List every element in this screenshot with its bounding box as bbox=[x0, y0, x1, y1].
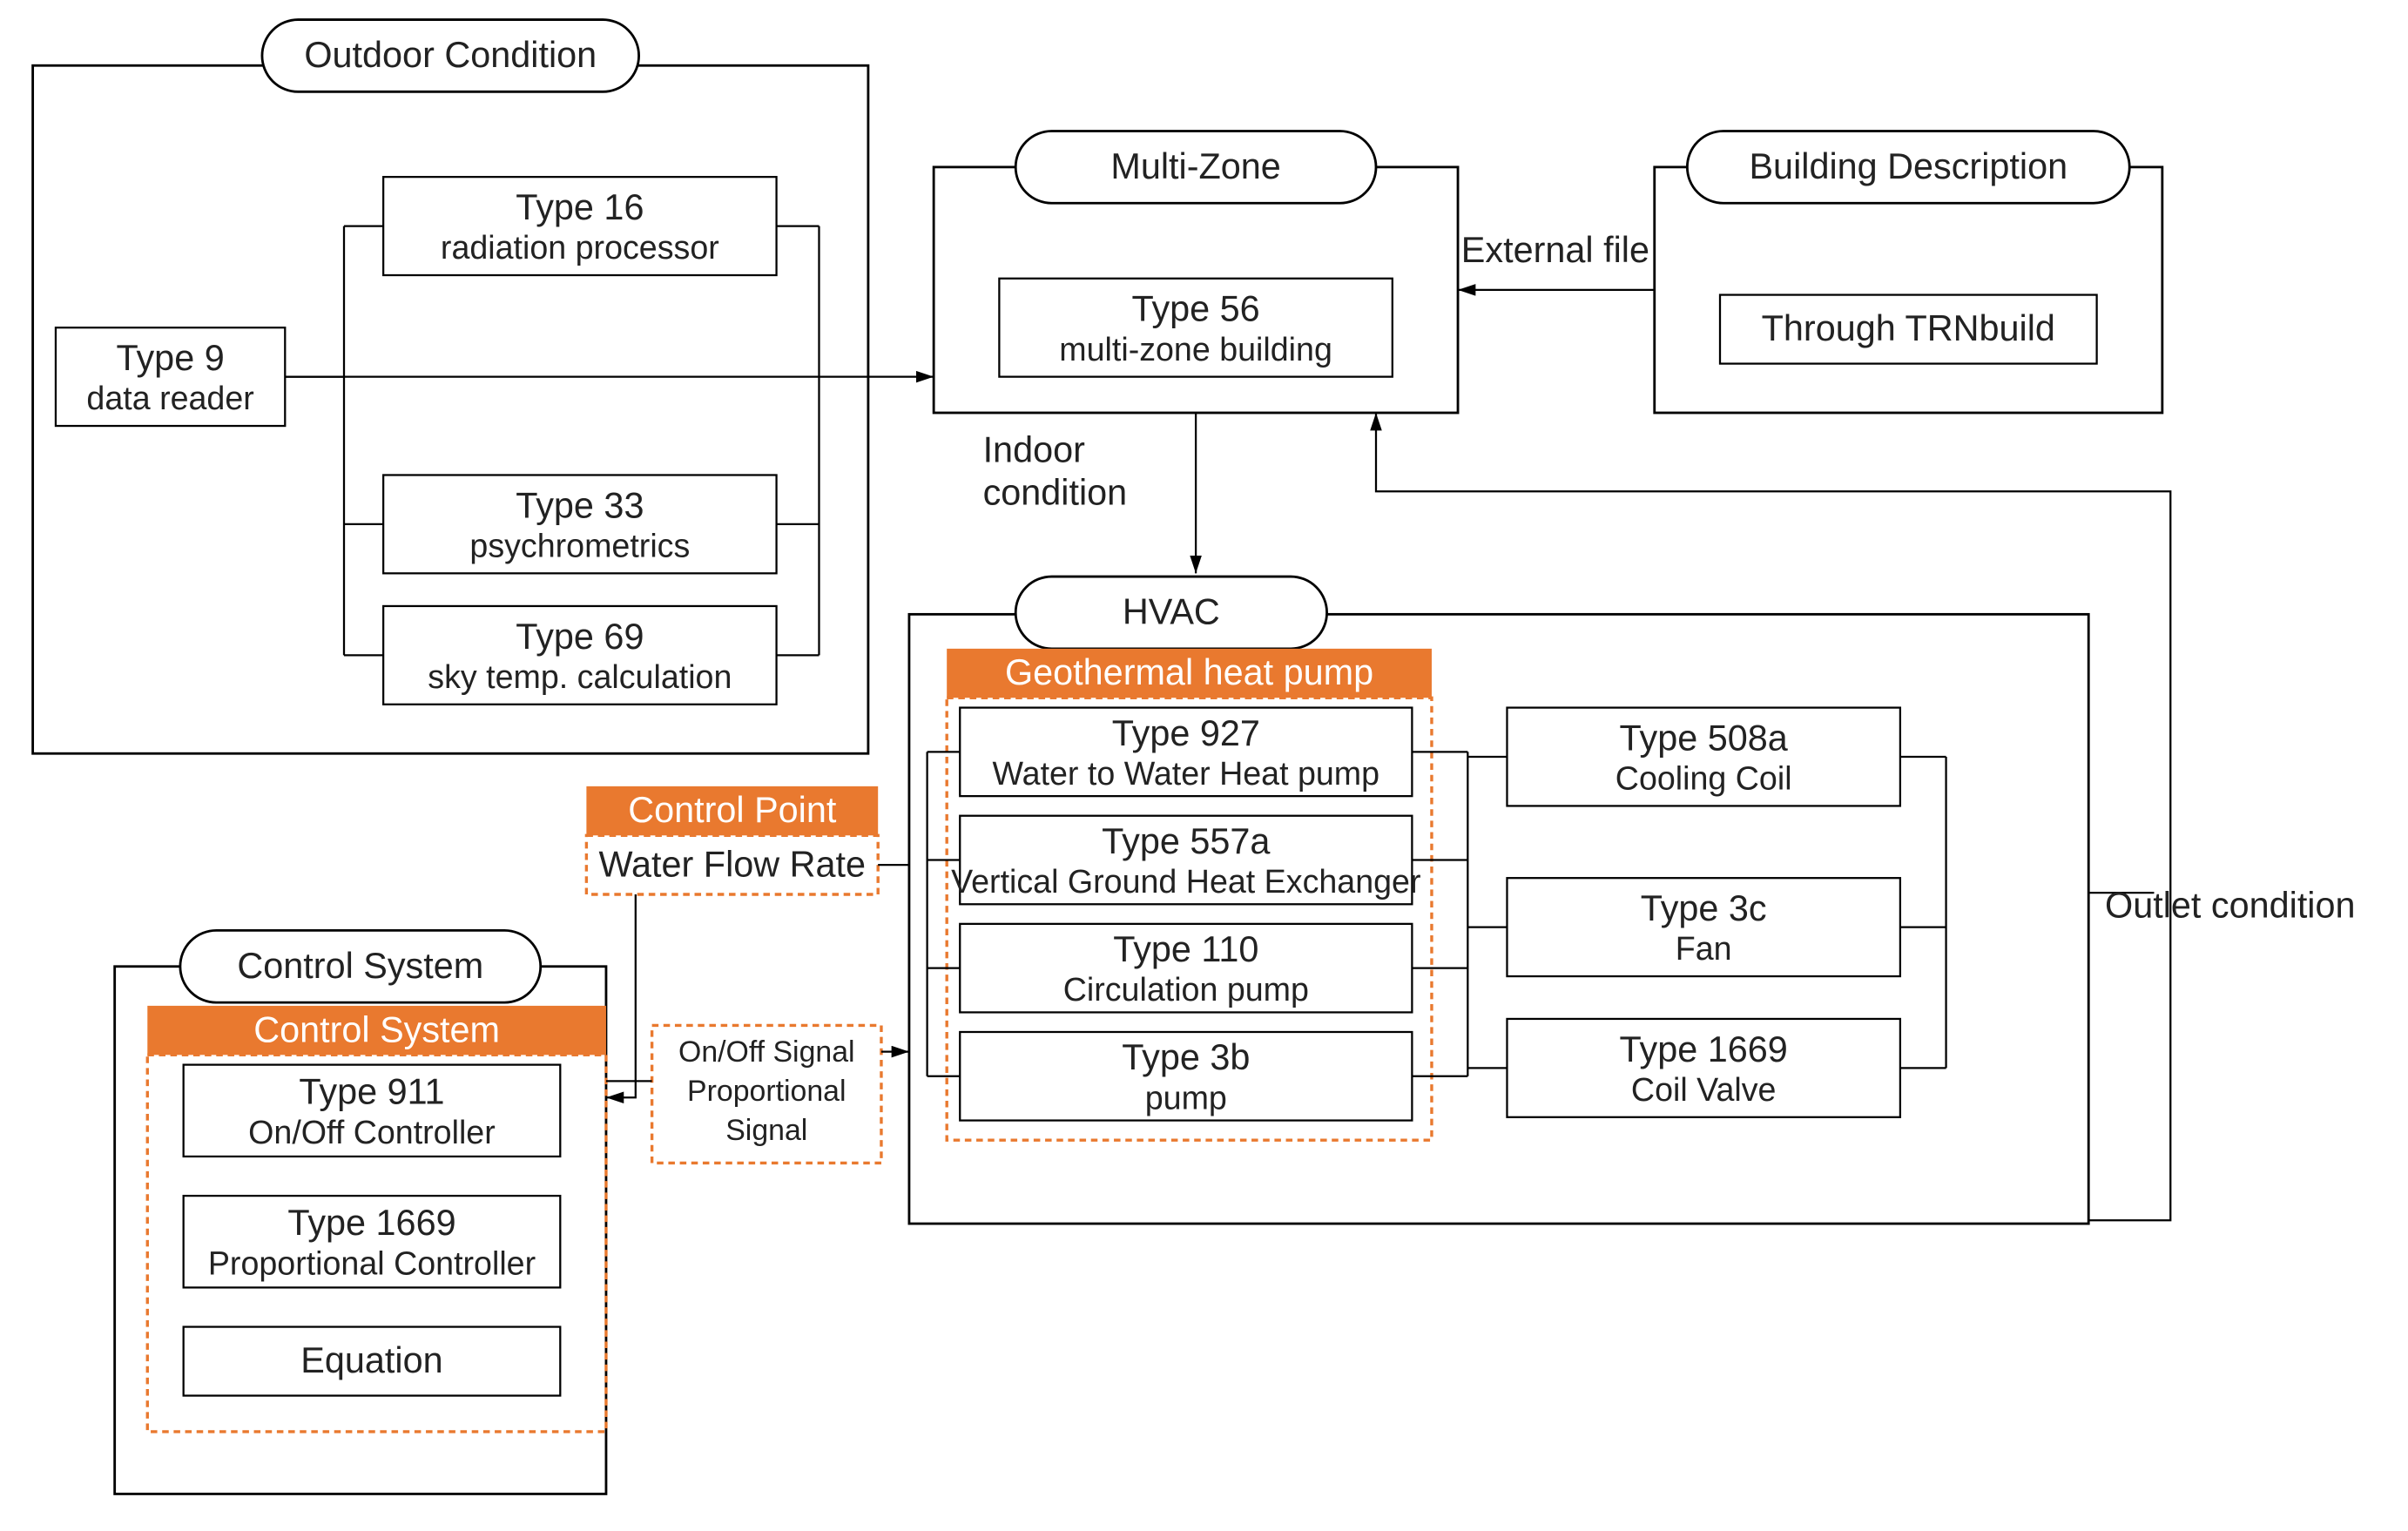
svg-text:multi-zone building: multi-zone building bbox=[1059, 331, 1332, 368]
svg-text:Water to Water Heat pump: Water to Water Heat pump bbox=[993, 755, 1380, 792]
svg-text:Multi-Zone: Multi-Zone bbox=[1110, 146, 1280, 186]
svg-text:Type 56: Type 56 bbox=[1131, 289, 1259, 329]
svg-text:Outdoor Condition: Outdoor Condition bbox=[304, 35, 597, 75]
svg-text:Control Point: Control Point bbox=[628, 790, 837, 830]
svg-text:Cooling Coil: Cooling Coil bbox=[1615, 760, 1792, 797]
svg-text:Control System: Control System bbox=[253, 1009, 500, 1049]
svg-text:psychrometrics: psychrometrics bbox=[469, 528, 690, 564]
svg-text:Type 33: Type 33 bbox=[516, 485, 644, 525]
svg-text:External file: External file bbox=[1461, 230, 1649, 270]
svg-text:Signal: Signal bbox=[725, 1114, 807, 1147]
svg-text:Type 911: Type 911 bbox=[299, 1072, 444, 1112]
svg-text:On/Off Signal: On/Off Signal bbox=[678, 1035, 855, 1069]
svg-text:Coil Valve: Coil Valve bbox=[1631, 1071, 1777, 1108]
svg-text:Proportional: Proportional bbox=[687, 1075, 847, 1108]
svg-text:Type 3b: Type 3b bbox=[1122, 1037, 1250, 1077]
svg-text:Vertical Ground Heat Exchanger: Vertical Ground Heat Exchanger bbox=[951, 863, 1420, 900]
svg-text:Type 9: Type 9 bbox=[117, 338, 225, 378]
svg-text:Control System: Control System bbox=[237, 946, 483, 986]
svg-text:Type 69: Type 69 bbox=[516, 617, 644, 657]
svg-text:Geothermal heat pump: Geothermal heat pump bbox=[1005, 652, 1373, 692]
svg-text:HVAC: HVAC bbox=[1123, 592, 1220, 632]
svg-text:Circulation pump: Circulation pump bbox=[1063, 971, 1309, 1008]
svg-text:Type 110: Type 110 bbox=[1113, 929, 1258, 969]
svg-text:Proportional Controller: Proportional Controller bbox=[208, 1244, 536, 1281]
svg-text:data reader: data reader bbox=[86, 380, 253, 416]
svg-text:Type 1669: Type 1669 bbox=[1620, 1029, 1788, 1069]
svg-text:Outlet condition: Outlet condition bbox=[2105, 885, 2356, 925]
svg-text:Building Description: Building Description bbox=[1749, 146, 2067, 186]
svg-text:Type 3c: Type 3c bbox=[1641, 888, 1767, 928]
svg-text:Water Flow Rate: Water Flow Rate bbox=[599, 844, 867, 884]
svg-text:Indoor: Indoor bbox=[983, 429, 1086, 469]
svg-text:Fan: Fan bbox=[1676, 930, 1732, 967]
svg-text:pump: pump bbox=[1145, 1079, 1227, 1116]
svg-text:condition: condition bbox=[983, 472, 1128, 512]
svg-text:Equation: Equation bbox=[300, 1340, 442, 1380]
svg-text:Type 557a: Type 557a bbox=[1102, 821, 1271, 861]
svg-text:Type 16: Type 16 bbox=[516, 187, 644, 227]
svg-text:On/Off Controller: On/Off Controller bbox=[248, 1114, 496, 1150]
svg-text:Through TRNbuild: Through TRNbuild bbox=[1762, 308, 2055, 348]
svg-text:sky temp. calculation: sky temp. calculation bbox=[428, 658, 732, 695]
svg-text:Type 508a: Type 508a bbox=[1620, 718, 1789, 758]
svg-text:Type 927: Type 927 bbox=[1112, 713, 1260, 753]
svg-text:radiation processor: radiation processor bbox=[441, 229, 719, 266]
svg-text:Type 1669: Type 1669 bbox=[287, 1203, 455, 1243]
